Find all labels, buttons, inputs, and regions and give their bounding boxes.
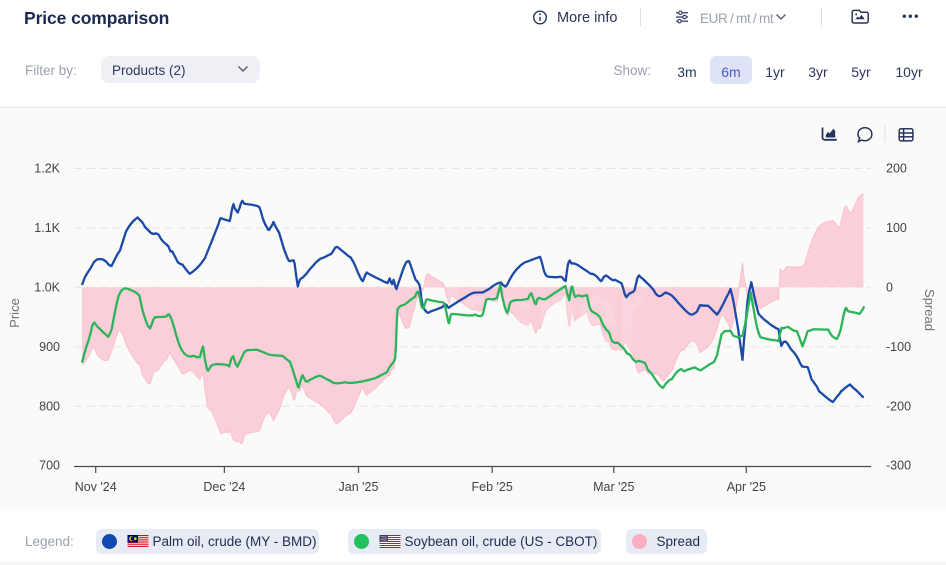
svg-text:Spread: Spread xyxy=(657,534,701,549)
svg-text:0: 0 xyxy=(886,281,893,295)
svg-text:900: 900 xyxy=(39,340,60,354)
svg-text:-300: -300 xyxy=(886,459,911,473)
svg-text:Price: Price xyxy=(7,298,22,328)
svg-text:Dec '24: Dec '24 xyxy=(203,480,245,494)
svg-text:Nov '24: Nov '24 xyxy=(75,480,117,494)
svg-text:100: 100 xyxy=(886,221,907,235)
svg-text:Feb '25: Feb '25 xyxy=(472,480,513,494)
svg-text:700: 700 xyxy=(39,459,60,473)
svg-text:Jan '25: Jan '25 xyxy=(339,480,379,494)
svg-text:1.2K: 1.2K xyxy=(34,162,60,176)
svg-text:Spread: Spread xyxy=(922,289,937,331)
svg-text:-200: -200 xyxy=(886,399,911,413)
svg-text:Apr '25: Apr '25 xyxy=(727,480,766,494)
svg-text:Soybean oil, crude (US - CBOT): Soybean oil, crude (US - CBOT) xyxy=(405,534,598,549)
svg-text:-100: -100 xyxy=(886,340,911,354)
svg-text:Vesper: Vesper xyxy=(415,260,644,369)
svg-text:800: 800 xyxy=(39,399,60,413)
svg-text:Mar '25: Mar '25 xyxy=(593,480,634,494)
svg-text:200: 200 xyxy=(886,162,907,176)
svg-text:1.1K: 1.1K xyxy=(34,221,60,235)
svg-text:1.0K: 1.0K xyxy=(34,281,60,295)
svg-text:Palm oil, crude (MY - BMD): Palm oil, crude (MY - BMD) xyxy=(153,534,317,549)
